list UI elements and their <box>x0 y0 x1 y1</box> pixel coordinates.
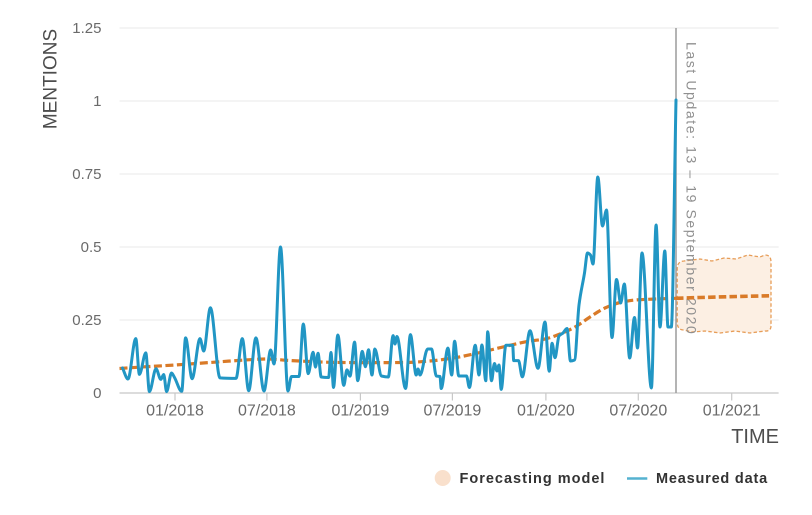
svg-text:Forecasting model: Forecasting model <box>460 471 606 487</box>
svg-text:01/2020: 01/2020 <box>517 403 575 420</box>
svg-text:07/2019: 07/2019 <box>423 403 481 420</box>
svg-text:01/2019: 01/2019 <box>331 403 389 420</box>
svg-text:01/2018: 01/2018 <box>146 403 204 420</box>
svg-text:0.5: 0.5 <box>81 239 102 256</box>
svg-text:TIME: TIME <box>731 426 779 448</box>
svg-text:Measured data: Measured data <box>656 471 768 487</box>
svg-text:0: 0 <box>93 385 101 402</box>
svg-text:1.25: 1.25 <box>72 20 101 37</box>
svg-text:07/2020: 07/2020 <box>609 403 667 420</box>
svg-text:0.75: 0.75 <box>72 166 101 183</box>
svg-text:MENTIONS: MENTIONS <box>41 29 62 129</box>
svg-text:1: 1 <box>93 93 101 110</box>
svg-text:Last Update: 13 – 19 September: Last Update: 13 – 19 September 2020 <box>684 42 700 335</box>
svg-text:07/2018: 07/2018 <box>238 403 296 420</box>
svg-text:01/2021: 01/2021 <box>703 403 761 420</box>
svg-text:0.25: 0.25 <box>72 312 101 329</box>
